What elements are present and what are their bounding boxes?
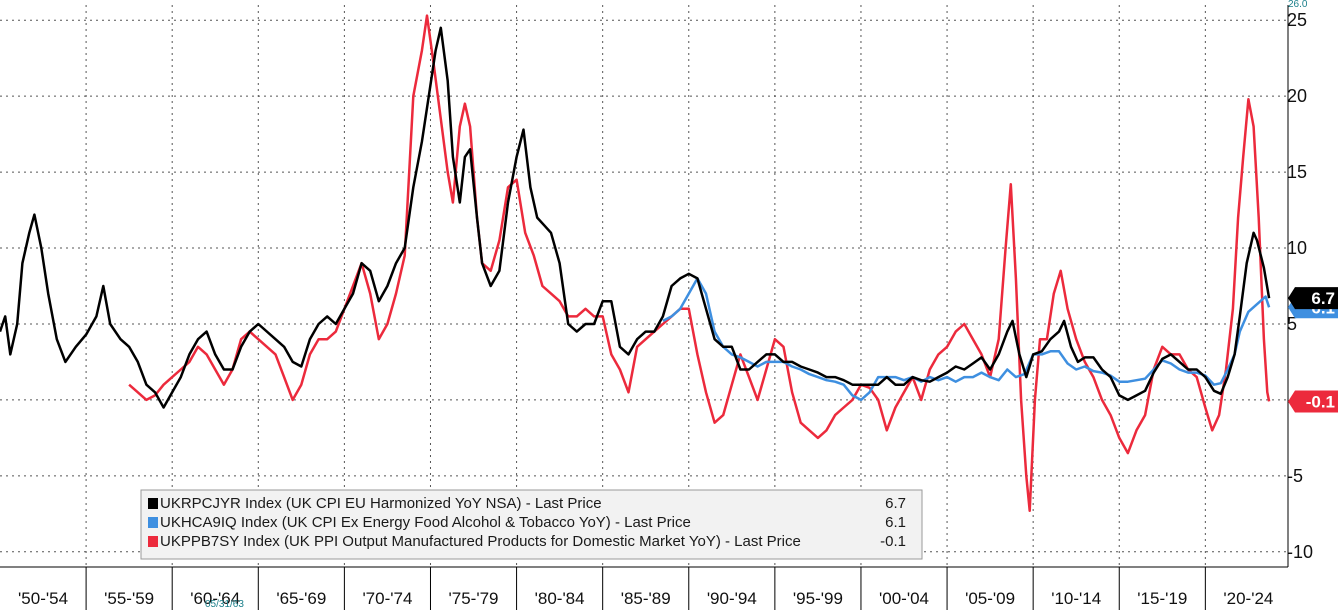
legend-label: UKRPCJYR Index (UK CPI EU Harmonized YoY…	[160, 495, 602, 512]
y-axis: -10 -5 5 10 15 20 25	[1287, 5, 1313, 567]
legend-value: -0.1	[880, 533, 906, 550]
x-tick-label: '05-'09	[965, 589, 1015, 608]
y-tick-label: 15	[1287, 162, 1307, 182]
x-tick-label: '65-'69	[276, 589, 326, 608]
series-line-0	[0, 26, 1271, 409]
badge-shape	[1288, 390, 1338, 413]
x-tick-label: '10-'14	[1051, 589, 1101, 608]
x-tick-label: '85-'89	[621, 589, 671, 608]
x-tick-label: '60-'64	[190, 589, 240, 608]
series-lines	[0, 14, 1271, 513]
x-tick-label: '70-'74	[362, 589, 412, 608]
legend: UKRPCJYR Index (UK CPI EU Harmonized YoY…	[140, 489, 923, 560]
y-tick-label: -5	[1287, 466, 1303, 486]
x-tick-label: '95-'99	[793, 589, 843, 608]
legend-value: 6.7	[885, 495, 906, 512]
x-tick-label: '75-'79	[449, 589, 499, 608]
x-tick-label: '20-'24	[1223, 589, 1273, 608]
x-axis: '50-'54 '55-'59 '60-'64 '65-'69 '70-'74 '75-'…	[18, 567, 1273, 610]
last-value-badges: 6.16.7-0.1	[1288, 287, 1338, 413]
x-tick-label: '15-'19	[1137, 589, 1187, 608]
grid-lines	[0, 5, 1288, 567]
series-line-2	[128, 14, 1271, 513]
legend-swatch	[148, 517, 158, 528]
series-line-1	[662, 277, 1271, 402]
legend-box	[140, 489, 923, 560]
badge-value: -0.1	[1306, 392, 1335, 411]
y-tick-label: -10	[1287, 542, 1313, 562]
x-tick-label: '90-'94	[707, 589, 757, 608]
legend-value: 6.1	[885, 514, 906, 531]
x-tick-label: '50-'54	[18, 589, 68, 608]
y-tick-label: 5	[1287, 314, 1297, 334]
legend-swatch	[148, 498, 158, 509]
x-tick-label: '80-'84	[535, 589, 585, 608]
y-tick-label: 10	[1287, 238, 1307, 258]
badge-value: 6.7	[1311, 289, 1335, 308]
last-value-badge-2: -0.1	[1288, 390, 1338, 413]
y-tick-label: 20	[1287, 86, 1307, 106]
legend-label: UKHCA9IQ Index (UK CPI Ex Energy Food Al…	[160, 514, 691, 531]
x-tick-label: '00-'04	[879, 589, 929, 608]
last-value-badge-0: 6.7	[1288, 287, 1338, 310]
x-tick-label: '55-'59	[104, 589, 154, 608]
y-tick-label: 25	[1287, 10, 1307, 30]
y-axis-top-label: 26.0	[1288, 0, 1308, 10]
legend-label: UKPPB7SY Index (UK PPI Output Manufactur…	[160, 533, 801, 550]
badge-shape	[1288, 287, 1338, 310]
date-marker: 05/31/63	[205, 599, 244, 610]
legend-swatch	[148, 536, 158, 547]
